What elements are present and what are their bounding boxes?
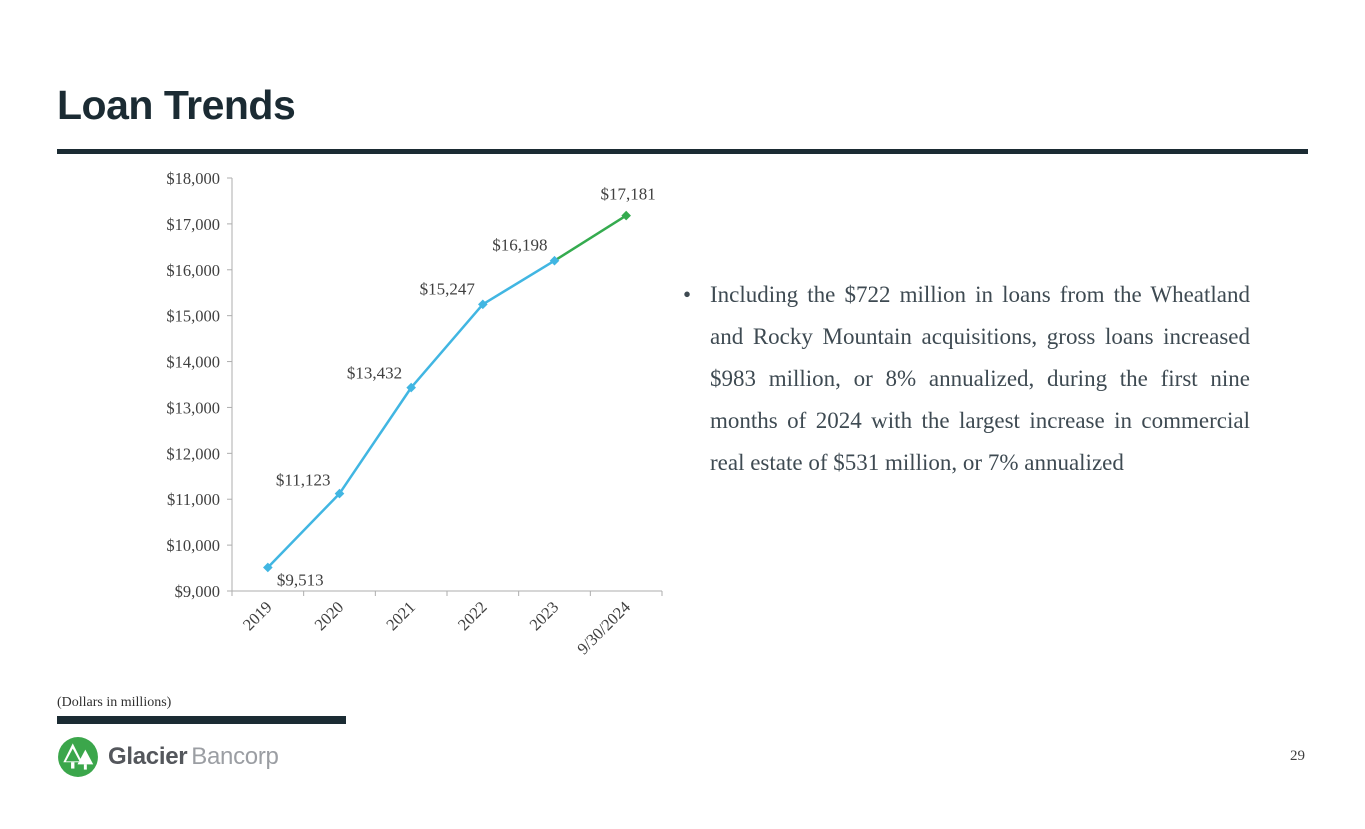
logo: Glacier Bancorp: [57, 736, 279, 778]
page-title: Loan Trends: [57, 82, 296, 128]
glacier-tree-icon: [58, 737, 98, 777]
svg-text:2022: 2022: [454, 597, 491, 634]
svg-text:$10,000: $10,000: [166, 536, 220, 555]
svg-text:2019: 2019: [239, 597, 276, 634]
svg-text:$11,123: $11,123: [276, 471, 331, 490]
x-axis: 2019 2020 2021 2022 2023 9/30/2024: [231, 590, 663, 658]
bullet-text: Including the $722 million in loans from…: [710, 282, 1250, 475]
footnote: (Dollars in millions): [57, 695, 172, 710]
svg-text:$15,000: $15,000: [166, 307, 220, 326]
y-axis: $9,000 $10,000 $11,000 $12,000 $13,000 $14,00…: [166, 169, 233, 601]
svg-text:$18,000: $18,000: [166, 169, 220, 188]
svg-text:$17,000: $17,000: [166, 215, 220, 234]
data-labels: $9,513 $11,123 $13,432 $15,247 $16,198 $17,18…: [276, 185, 656, 590]
logo-wordmark: Glacier Bancorp: [108, 743, 279, 771]
svg-text:$9,000: $9,000: [175, 582, 220, 601]
loan-trends-chart: $9,000 $10,000 $11,000 $12,000 $13,000 $14,00…: [140, 162, 700, 722]
svg-text:$9,513: $9,513: [277, 570, 324, 589]
page-number: 29: [1290, 748, 1305, 764]
pine-tree-inner: [65, 748, 80, 762]
svg-text:$13,000: $13,000: [166, 398, 220, 417]
svg-text:$11,000: $11,000: [167, 490, 220, 509]
pine-trunk-large: [71, 762, 75, 769]
svg-text:$16,000: $16,000: [166, 261, 220, 280]
svg-text:2023: 2023: [526, 597, 563, 634]
bullet-marker: •: [683, 282, 692, 307]
svg-text:$12,000: $12,000: [166, 444, 220, 463]
pine-tree-small: [77, 749, 94, 765]
svg-text:$16,198: $16,198: [492, 236, 547, 255]
logo-brand-bancorp: Bancorp: [191, 743, 279, 770]
svg-text:$15,247: $15,247: [420, 279, 476, 298]
svg-text:2020: 2020: [311, 597, 348, 634]
series-line: [266, 214, 627, 569]
svg-text:$17,181: $17,181: [601, 185, 656, 204]
svg-text:9/30/2024: 9/30/2024: [573, 597, 634, 658]
pine-trunk-small: [83, 764, 87, 770]
svg-text:$14,000: $14,000: [166, 353, 220, 372]
footer-bar: [57, 716, 346, 724]
svg-text:2021: 2021: [382, 597, 419, 634]
series-markers: [263, 210, 631, 573]
bullet-list: • Including the $722 million in loans fr…: [683, 274, 1275, 484]
line-chart-svg: $9,000 $10,000 $11,000 $12,000 $13,000 $14,00…: [166, 169, 663, 658]
logo-brand-glacier: Glacier: [108, 743, 188, 770]
svg-text:$13,432: $13,432: [347, 364, 402, 383]
title-rule: [57, 149, 1308, 154]
